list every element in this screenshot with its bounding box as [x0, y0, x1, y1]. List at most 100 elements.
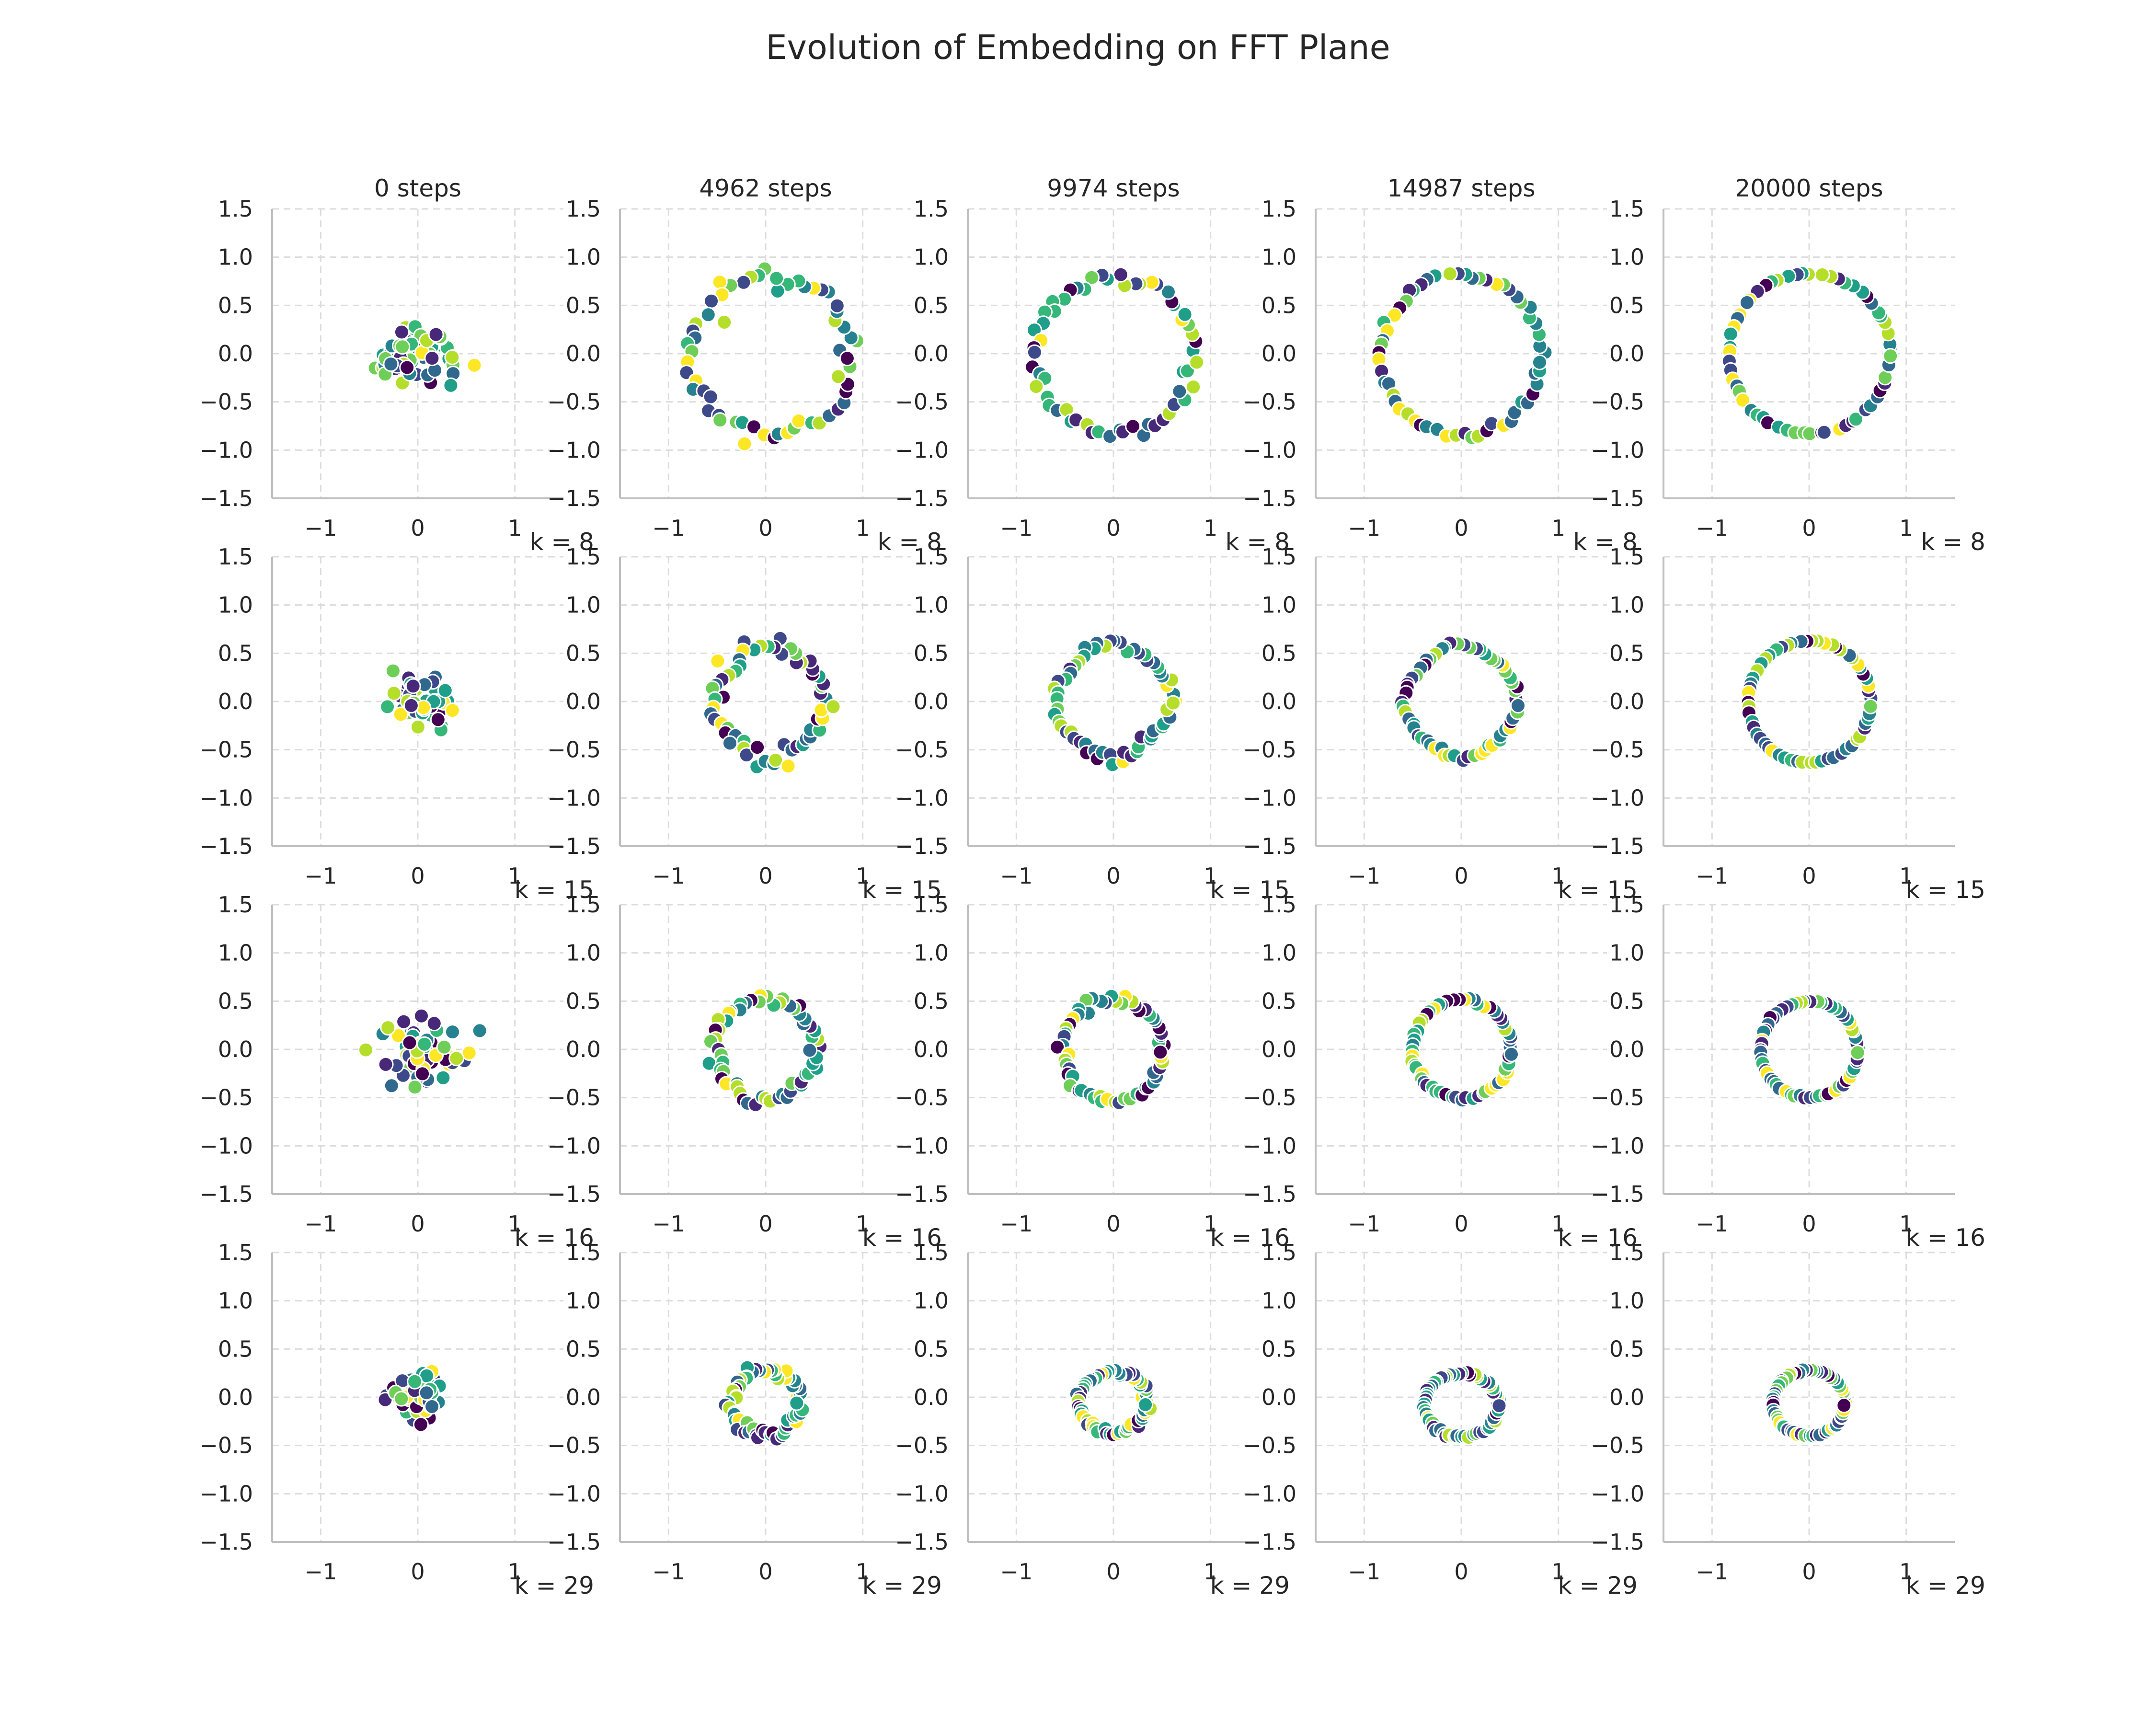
x-tick-label: 1 — [1551, 1559, 1565, 1585]
scatter-point — [435, 1070, 451, 1086]
y-tick-label: −1.5 — [1591, 1529, 1644, 1555]
y-tick-label: 1.0 — [1609, 592, 1644, 618]
y-tick-label: 1.5 — [566, 1240, 601, 1265]
y-tick-label: −1.0 — [895, 785, 949, 811]
scatter-point — [393, 1391, 410, 1407]
scatter-points — [1024, 266, 1205, 445]
panel-r0-c1: −1.5 −1.0 −0.5 0.0 0.5 1.0 1.5 −1 0 1 4962 steps k … — [547, 174, 942, 556]
scatter-points — [1046, 633, 1183, 773]
y-tick-label: −1.0 — [547, 785, 601, 811]
y-tick-label: 1.0 — [1261, 592, 1296, 618]
scatter-point — [830, 368, 847, 385]
scatter-point — [829, 298, 845, 314]
scatter-point — [437, 682, 453, 699]
scatter-points — [377, 1363, 447, 1433]
y-tick-label: 1.0 — [914, 1288, 949, 1314]
y-tick-label: −1.0 — [1243, 1481, 1296, 1506]
y-tick-label: 0.5 — [218, 292, 253, 318]
y-tick-label: 1.5 — [566, 544, 601, 570]
y-tick-label: −1.5 — [199, 1181, 253, 1207]
x-tick-label: −1 — [304, 1559, 337, 1585]
x-tick-label: 0 — [411, 515, 424, 541]
scatter-points — [1721, 265, 1899, 442]
y-tick-label: −1.0 — [199, 437, 253, 463]
x-tick-label: 1 — [508, 515, 522, 541]
x-tick-label: −1 — [1348, 1559, 1380, 1585]
row-label: k = 29 — [1558, 1572, 1638, 1599]
row-label: k = 15 — [1558, 876, 1638, 904]
panel-r2-c2: −1.5 −1.0 −0.5 0.0 0.5 1.0 1.5 −1 0 1k = 16 — [895, 892, 1290, 1252]
panel-r1-c1: −1.5 −1.0 −0.5 0.0 0.5 1.0 1.5 −1 0 1k = 15 — [547, 544, 942, 904]
y-tick-label: −0.5 — [1243, 389, 1296, 415]
scatter-point — [444, 349, 460, 365]
y-tick-label: 1.5 — [914, 892, 949, 918]
scatter-points — [678, 261, 865, 452]
scatter-points — [1371, 265, 1553, 446]
y-tick-label: −0.5 — [1591, 389, 1644, 415]
y-tick-label: 0.5 — [914, 292, 949, 318]
scatter-point — [380, 1020, 396, 1036]
x-tick-label: 0 — [411, 863, 424, 889]
scatter-points — [367, 319, 482, 393]
x-tick-label: 0 — [1106, 863, 1120, 889]
scatter-point — [416, 1036, 433, 1052]
scatter-point — [1735, 392, 1751, 408]
x-tick-label: 1 — [1899, 863, 1913, 889]
y-tick-label: −0.5 — [1591, 737, 1644, 763]
column-title: 20000 steps — [1735, 174, 1883, 202]
y-tick-label: 0.0 — [1261, 341, 1296, 367]
scatter-point — [401, 1035, 418, 1051]
x-tick-label: 1 — [1551, 1211, 1565, 1237]
y-tick-label: −0.5 — [199, 1433, 253, 1459]
y-tick-label: −1.0 — [895, 1481, 949, 1506]
x-tick-label: 0 — [758, 1211, 772, 1237]
scatter-point — [414, 1066, 431, 1082]
scatter-point — [791, 413, 807, 429]
y-tick-label: 0.0 — [218, 341, 253, 367]
row-label: k = 15 — [1906, 876, 1985, 904]
x-tick-label: −1 — [1348, 863, 1380, 889]
x-tick-label: 1 — [856, 515, 870, 541]
scatter-point — [394, 339, 411, 355]
y-tick-label: −1.0 — [547, 1481, 601, 1506]
x-tick-label: −1 — [304, 863, 337, 889]
y-tick-label: −1.0 — [1243, 785, 1296, 811]
x-tick-label: 0 — [1802, 863, 1816, 889]
x-tick-label: −1 — [652, 515, 685, 541]
panel-r0-c0: −1.5 −1.0 −0.5 0.0 0.5 1.0 1.5 −1 0 1 0 steps k = 8 — [199, 174, 594, 556]
y-tick-label: 0.5 — [1261, 292, 1296, 318]
scatter-point — [736, 436, 753, 452]
scatter-point — [448, 1050, 465, 1067]
y-tick-label: −1.5 — [199, 1529, 253, 1555]
scatter-point — [383, 1078, 400, 1094]
y-tick-label: −1.5 — [199, 833, 253, 859]
y-tick-label: 0.5 — [1261, 988, 1296, 1014]
scatter-point — [1112, 266, 1129, 283]
scatter-point — [1177, 306, 1193, 322]
y-tick-label: −1.0 — [1243, 437, 1296, 463]
y-tick-label: 1.0 — [218, 940, 253, 966]
scatter-point — [424, 350, 440, 367]
y-tick-label: 1.5 — [1609, 892, 1644, 918]
y-tick-label: 0.0 — [1609, 689, 1644, 714]
x-tick-label: 0 — [1454, 515, 1468, 541]
panel-r1-c4: −1.5 −1.0 −0.5 0.0 0.5 1.0 1.5 −1 0 1k = 15 — [1591, 544, 1985, 904]
x-tick-label: 0 — [411, 1559, 424, 1585]
x-tick-label: −1 — [304, 515, 337, 541]
scatter-point — [780, 758, 796, 774]
y-tick-label: −0.5 — [1243, 737, 1296, 763]
y-tick-label: 1.0 — [218, 244, 253, 270]
x-tick-label: −1 — [1000, 1211, 1032, 1237]
y-tick-label: −1.0 — [547, 437, 601, 463]
row-label: k = 15 — [515, 876, 594, 904]
x-tick-label: 0 — [1454, 1559, 1468, 1585]
y-tick-label: 1.0 — [1261, 244, 1296, 270]
x-tick-label: −1 — [1348, 515, 1380, 541]
scatter-point — [722, 735, 738, 751]
y-tick-label: −1.5 — [1243, 485, 1296, 511]
y-tick-label: 0.0 — [218, 689, 253, 714]
scatter-point — [383, 356, 399, 372]
y-tick-label: 0.0 — [914, 341, 949, 367]
x-tick-label: −1 — [1696, 515, 1728, 541]
y-tick-label: 0.0 — [1261, 1036, 1296, 1062]
